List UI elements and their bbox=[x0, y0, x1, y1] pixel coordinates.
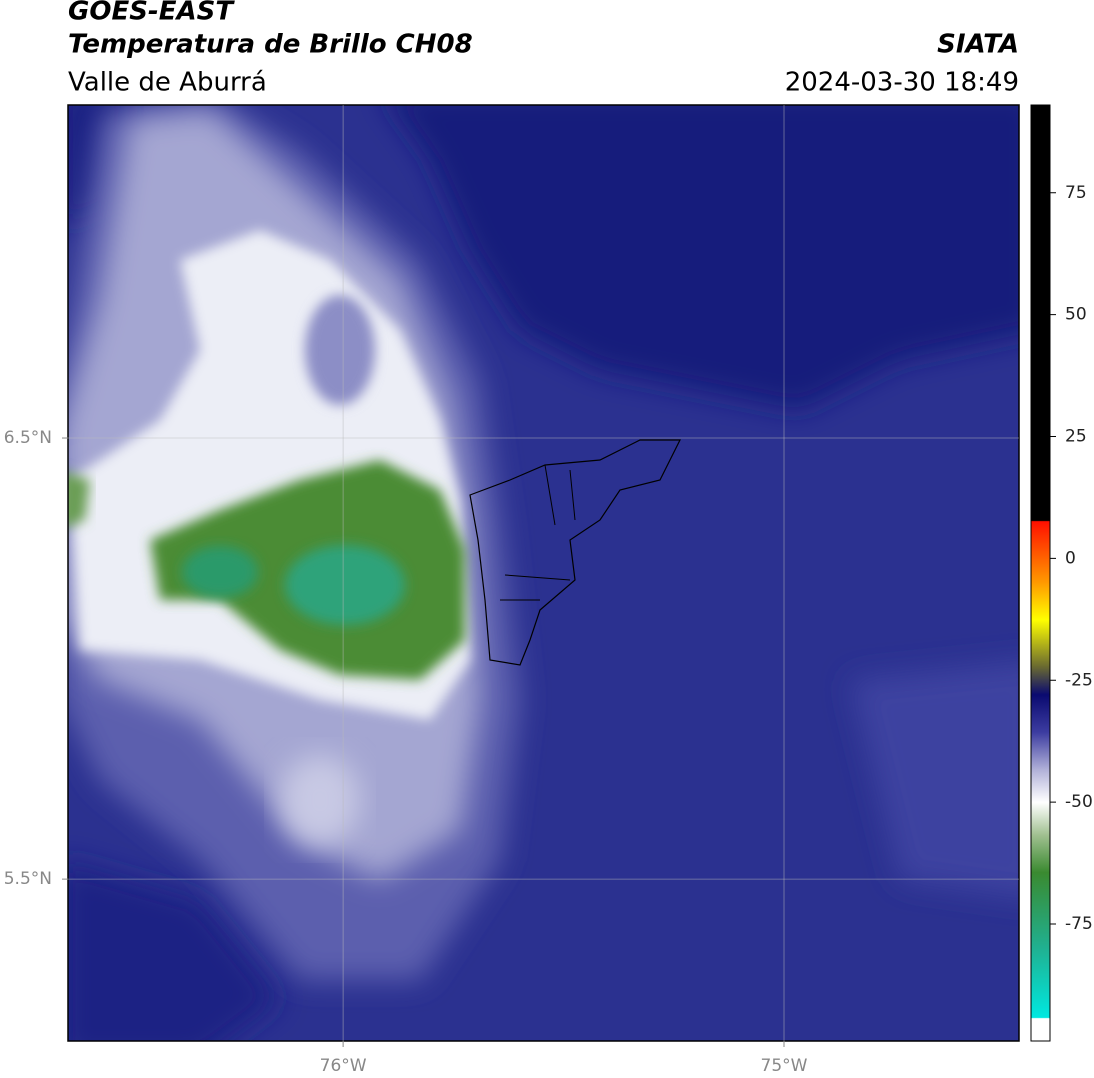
colorbar-tick-label: -75 bbox=[1065, 914, 1093, 934]
colorbar-tick-label: 50 bbox=[1065, 305, 1087, 325]
lon-tick-label: 76°W bbox=[320, 1056, 367, 1076]
lat-tick-label: 5.5°N bbox=[4, 869, 52, 889]
subtitle: Temperatura de Brillo CH08 bbox=[68, 30, 473, 60]
colorbar bbox=[1030, 104, 1051, 1042]
colorbar-tick-label: -50 bbox=[1065, 792, 1093, 812]
colorbar-tick-label: -25 bbox=[1065, 670, 1093, 690]
map-frame bbox=[67, 104, 1020, 1042]
imagery bbox=[68, 105, 1019, 1041]
title: GOES-EAST bbox=[68, 0, 235, 27]
colorbar-tick-label: 25 bbox=[1065, 427, 1087, 447]
colorbar-tick-label: 75 bbox=[1065, 183, 1087, 203]
lat-tick-label: 6.5°N bbox=[4, 428, 52, 448]
region: Valle de Aburrá bbox=[68, 68, 267, 98]
colorbar-tick-label: 0 bbox=[1065, 548, 1076, 568]
source: SIATA bbox=[937, 30, 1019, 60]
datetime: 2024-03-30 18:49 bbox=[785, 68, 1019, 98]
lon-tick-label: 75°W bbox=[761, 1056, 808, 1076]
